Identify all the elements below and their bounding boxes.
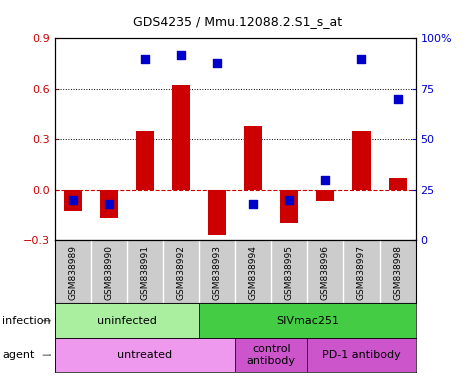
Text: agent: agent [2, 350, 35, 360]
Text: GSM838991: GSM838991 [141, 245, 149, 300]
Text: GSM838992: GSM838992 [177, 245, 185, 300]
Bar [389, 178, 407, 190]
Point [322, 177, 329, 183]
Point [249, 200, 257, 207]
Bar [64, 190, 82, 212]
Point [177, 51, 185, 58]
Bar [316, 190, 334, 201]
Text: GSM838989: GSM838989 [68, 245, 77, 300]
Text: GSM838995: GSM838995 [285, 245, 294, 300]
Bar [55, 338, 235, 372]
Point [105, 200, 113, 207]
Text: GSM838990: GSM838990 [104, 245, 113, 300]
Point [69, 197, 76, 203]
Text: GSM838996: GSM838996 [321, 245, 330, 300]
Text: GSM838998: GSM838998 [393, 245, 402, 300]
Bar [244, 126, 262, 190]
Text: uninfected: uninfected [97, 316, 157, 326]
Point [213, 60, 221, 66]
Bar [208, 190, 226, 235]
Text: SIVmac251: SIVmac251 [276, 316, 339, 326]
Point [285, 197, 293, 203]
Text: GDS4235 / Mmu.12088.2.S1_s_at: GDS4235 / Mmu.12088.2.S1_s_at [133, 15, 342, 28]
Text: control
antibody: control antibody [247, 344, 296, 366]
Text: GSM838994: GSM838994 [249, 245, 257, 300]
Text: PD-1 antibody: PD-1 antibody [322, 350, 401, 360]
Bar [199, 303, 416, 338]
Bar [352, 131, 370, 190]
Point [141, 55, 149, 61]
Bar [100, 190, 118, 218]
Bar [172, 86, 190, 190]
Text: GSM838993: GSM838993 [213, 245, 221, 300]
Text: infection: infection [2, 316, 51, 326]
Point [358, 55, 365, 61]
Bar [55, 303, 199, 338]
Bar [307, 338, 416, 372]
Text: GSM838997: GSM838997 [357, 245, 366, 300]
Point [394, 96, 401, 102]
Text: untreated: untreated [117, 350, 172, 360]
Bar [235, 338, 307, 372]
Bar [280, 190, 298, 223]
Bar [136, 131, 154, 190]
